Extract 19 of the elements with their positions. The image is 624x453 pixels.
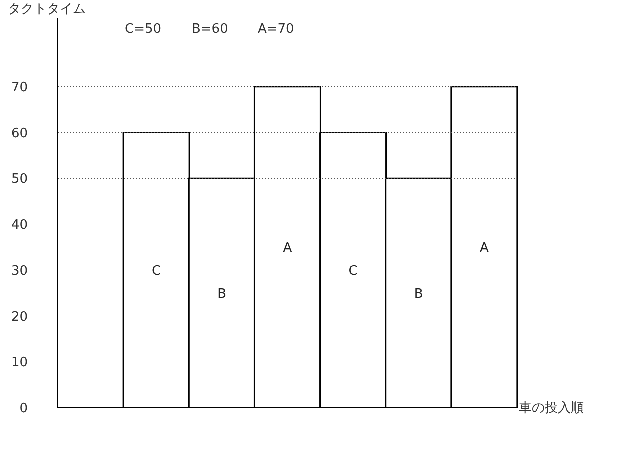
y-tick-label: 60 [11, 126, 28, 142]
annotation: A=70 [258, 22, 294, 37]
data-label: A [283, 241, 292, 256]
y-tick-label: 20 [11, 310, 28, 325]
x-axis-title: 車の投入順 [519, 400, 584, 417]
y-tick-label: 0 [20, 402, 28, 417]
y-tick-label: 30 [11, 264, 28, 279]
y-tick-label: 70 [11, 80, 28, 96]
y-tick-label: 50 [11, 172, 28, 188]
data-label: C [152, 264, 162, 279]
data-label: B [414, 286, 424, 302]
y-tick-label: 40 [11, 218, 28, 234]
data-label: C [348, 264, 358, 279]
y-tick-label: 10 [11, 356, 28, 371]
annotation: B=60 [192, 22, 228, 37]
y-axis-title: タクトタイム [8, 1, 86, 18]
data-label: A [480, 241, 489, 256]
data-label: B [218, 286, 227, 302]
annotation: C=50 [125, 22, 162, 37]
